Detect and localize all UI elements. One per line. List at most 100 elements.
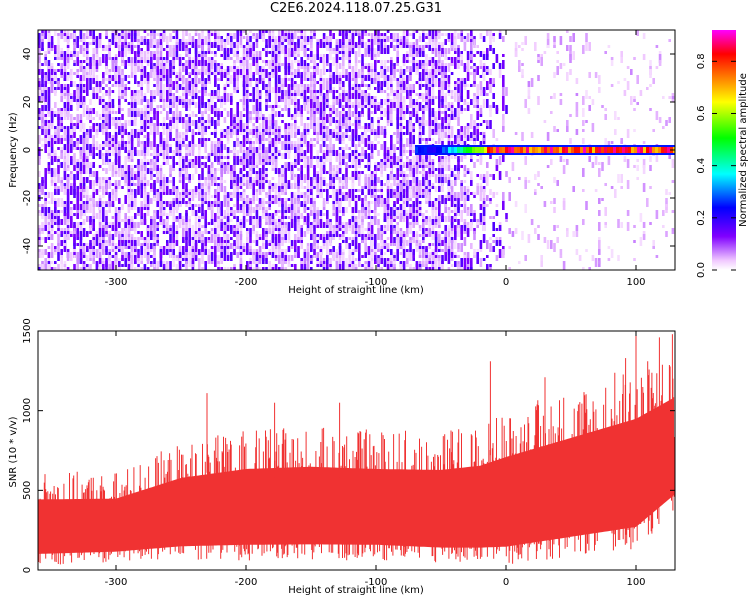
spectrogram-cell bbox=[172, 69, 175, 72]
spectrogram-cell bbox=[204, 261, 207, 264]
spectrogram-cell bbox=[73, 237, 76, 246]
spectrogram-cell bbox=[249, 156, 252, 162]
spectrogram-cell bbox=[354, 231, 358, 234]
spectrogram-cell bbox=[233, 192, 236, 198]
spectrogram-cell bbox=[60, 90, 63, 93]
spectrogram-cell bbox=[159, 75, 163, 78]
spectrogram-cell bbox=[361, 207, 364, 213]
spectrogram-cell bbox=[252, 36, 255, 39]
spectrogram-cell bbox=[249, 171, 252, 174]
spectrogram-cell bbox=[316, 174, 319, 183]
spectrogram-cell bbox=[178, 144, 182, 150]
spectrogram-cell bbox=[377, 51, 380, 54]
spectrogram-cell bbox=[54, 57, 57, 60]
spectrogram-cell bbox=[361, 30, 364, 33]
spectrogram-cell bbox=[246, 57, 249, 60]
spectrogram-cell bbox=[66, 111, 70, 120]
spectrogram-cell bbox=[182, 66, 185, 72]
spectrogram-cell bbox=[271, 132, 275, 135]
spectrogram-cell bbox=[342, 45, 345, 48]
spectrogram-cell bbox=[47, 42, 51, 45]
spectrogram-cell bbox=[44, 78, 47, 81]
spectrogram-cell bbox=[162, 99, 166, 102]
spectrogram-cell bbox=[303, 48, 307, 57]
spectrogram-cell bbox=[252, 105, 255, 114]
spectrogram-cell bbox=[377, 141, 380, 144]
spectrogram-cell bbox=[230, 198, 233, 201]
spectrogram-cell bbox=[342, 255, 345, 264]
spectrogram-cell bbox=[326, 63, 329, 66]
spectrogram-cell bbox=[338, 264, 342, 270]
spectrogram-cell bbox=[287, 228, 291, 231]
spectrogram-cell bbox=[178, 132, 182, 135]
spectrogram-cell bbox=[57, 87, 60, 90]
spectrogram-cell bbox=[351, 165, 355, 168]
spectrogram-cell bbox=[140, 183, 143, 189]
spectrogram-cell bbox=[188, 126, 191, 132]
spectrogram-cell bbox=[89, 258, 92, 261]
spectrogram-cell bbox=[44, 216, 47, 225]
spectrogram-cell bbox=[118, 165, 121, 168]
spectrogram-cell bbox=[220, 180, 223, 183]
spectrogram-cell bbox=[82, 255, 86, 258]
spectrogram-cell bbox=[162, 138, 166, 141]
spectrogram-cell bbox=[274, 42, 278, 45]
spectrogram-cell bbox=[294, 42, 297, 45]
spectrogram-cell bbox=[271, 57, 275, 60]
spectrogram-cell bbox=[182, 63, 185, 66]
spectrogram-cell bbox=[47, 126, 51, 129]
spectrogram-cell bbox=[233, 120, 236, 123]
spectrogram-cell bbox=[156, 42, 159, 51]
spectrogram-cell bbox=[89, 87, 92, 90]
spectrogram-cell bbox=[89, 174, 92, 177]
spectrogram-cell bbox=[246, 213, 249, 216]
spectrogram-cell bbox=[274, 258, 278, 261]
spectrogram-cell bbox=[182, 246, 185, 255]
spectrogram-cell bbox=[121, 126, 124, 135]
spectrogram-cell bbox=[210, 183, 214, 186]
spectrogram-cell bbox=[198, 207, 201, 213]
spectrogram-cell bbox=[41, 30, 44, 33]
spectrogram-cell bbox=[239, 111, 243, 120]
spectrogram-cell bbox=[86, 42, 89, 48]
spectrogram-cell bbox=[169, 111, 172, 114]
spectrogram-cell bbox=[329, 90, 332, 93]
spectrogram-cell bbox=[70, 99, 73, 105]
spectrogram-cell bbox=[204, 267, 207, 270]
spectrogram-cell bbox=[274, 45, 278, 48]
spectrogram-cell bbox=[86, 216, 89, 222]
spectrogram-cell bbox=[47, 93, 51, 96]
spectrogram-cell bbox=[102, 153, 105, 156]
spectrogram-cell bbox=[332, 165, 335, 168]
spectrogram-cell bbox=[182, 105, 185, 108]
spectrogram-cell bbox=[66, 252, 70, 261]
spectrogram-cell bbox=[364, 66, 367, 69]
spectrogram-cell bbox=[124, 90, 127, 99]
spectrogram-cell bbox=[278, 129, 281, 132]
spectrogram-cell bbox=[57, 219, 60, 225]
spectrogram-cell bbox=[214, 204, 217, 207]
spectrogram-cell bbox=[377, 135, 380, 138]
spectrogram-cell bbox=[348, 108, 351, 117]
spectrogram-cell bbox=[230, 33, 233, 36]
spectrogram-cell bbox=[82, 267, 86, 270]
spectrogram-cell bbox=[137, 213, 140, 216]
spectrogram-cell bbox=[201, 171, 204, 180]
spectrogram-cell bbox=[41, 228, 44, 231]
spectrogram-cell bbox=[89, 264, 92, 270]
spectrogram-cell bbox=[130, 228, 134, 231]
spectrogram-cell bbox=[156, 153, 159, 156]
spectrogram-cell bbox=[262, 156, 265, 159]
spectrogram-cell bbox=[44, 225, 47, 231]
spectrogram-cell bbox=[130, 102, 134, 111]
spectrogram-cell bbox=[220, 45, 223, 48]
spectrogram-cell bbox=[386, 174, 390, 183]
spectrogram-cell bbox=[124, 177, 127, 186]
spectrogram-cell bbox=[201, 168, 204, 171]
spectrogram-cell bbox=[239, 210, 243, 213]
spectrogram-cell bbox=[63, 138, 67, 141]
spectrogram-cell bbox=[79, 114, 83, 120]
spectrogram-cell bbox=[172, 246, 175, 249]
spectrogram-cell bbox=[220, 237, 223, 243]
spectrogram-cell bbox=[118, 129, 121, 135]
